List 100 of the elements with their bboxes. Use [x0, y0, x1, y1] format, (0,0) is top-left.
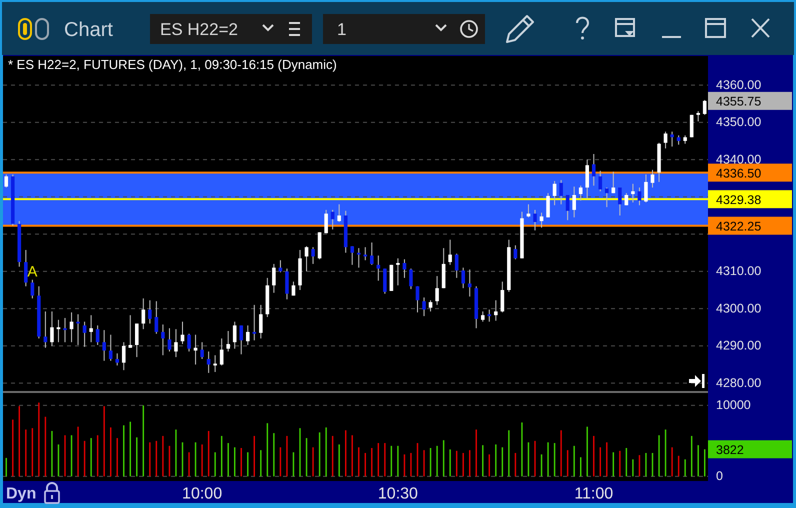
candlestick [4, 174, 8, 188]
text: Chart [64, 19, 114, 41]
y-tick-label: 4300.00 [716, 301, 762, 316]
candlestick [89, 314, 93, 343]
x-tick-label: 11:00 [574, 486, 614, 503]
candlestick [480, 310, 485, 322]
candlestick [526, 204, 530, 218]
candlestick [638, 187, 642, 206]
candlestick [187, 333, 191, 352]
candlestick [311, 246, 315, 264]
candlestick [585, 159, 590, 200]
candlestick [50, 310, 54, 346]
candlestick [552, 180, 556, 206]
candlestick [572, 186, 576, 218]
candlestick [239, 324, 244, 355]
candlestick [304, 246, 308, 272]
candlestick [435, 276, 439, 306]
candlestick [454, 253, 458, 278]
candlestick [168, 328, 172, 352]
candlestick [76, 314, 80, 346]
candlestick [612, 171, 616, 194]
candlestick [194, 334, 198, 366]
candlestick [396, 258, 400, 286]
ref-line-label: 4336.50 [716, 166, 762, 180]
candlestick [96, 324, 100, 346]
candlestick [252, 304, 256, 341]
candlestick [578, 185, 583, 202]
candlestick [174, 328, 178, 358]
x-tick-label: 10:30 [378, 486, 418, 503]
candlestick [487, 309, 492, 322]
candlestick [546, 192, 550, 218]
candlestick [200, 342, 204, 360]
candlestick [664, 131, 668, 149]
candlestick [402, 258, 406, 278]
candlestick [676, 134, 680, 146]
y-tick-label: 4340.00 [716, 152, 762, 166]
candlestick [285, 268, 289, 300]
candlestick [44, 310, 48, 348]
candlestick [272, 263, 276, 294]
candlestick [604, 187, 609, 208]
text: 4355.75 [716, 94, 762, 109]
candlestick [376, 255, 380, 282]
candlestick [337, 204, 341, 223]
candlestick [428, 300, 432, 312]
candlestick [448, 239, 452, 266]
candlestick [624, 192, 628, 206]
annotation: A [27, 264, 38, 281]
candlestick [644, 174, 648, 203]
candlestick [592, 154, 596, 186]
candlestick [461, 267, 466, 289]
candlestick [220, 338, 224, 366]
candlestick [566, 194, 570, 221]
candlestick [226, 330, 230, 352]
candlestick [102, 330, 106, 362]
y-tick-label: 4350.00 [716, 115, 762, 130]
candlestick [292, 281, 296, 296]
y-tick-label: 4290.00 [716, 338, 762, 353]
candlestick [24, 249, 28, 287]
candlestick [180, 321, 184, 345]
candlestick [70, 312, 74, 343]
candlestick [82, 321, 86, 348]
candlestick [598, 170, 602, 192]
text: Dyn [6, 486, 36, 503]
ref-line-label: 4329.38 [716, 192, 762, 207]
candlestick [206, 351, 210, 374]
candlestick [370, 242, 374, 266]
candlestick [533, 209, 537, 231]
candlestick [650, 169, 654, 188]
y-tick-label: 4310.00 [716, 264, 762, 278]
candlestick [500, 281, 504, 313]
y-tick-label: 4360.00 [716, 78, 762, 92]
candlestick [350, 246, 354, 266]
candlestick [142, 298, 146, 330]
candlestick [259, 304, 263, 339]
text: ES H22=2 [160, 20, 238, 39]
y-tick-label: 0 [716, 469, 723, 484]
candlestick [63, 317, 67, 343]
chart-title: * ES H22=2, FUTURES (DAY), 1, 09:30-16:15 (Dynamic) [8, 57, 337, 72]
candlestick [514, 244, 518, 260]
candlestick [128, 314, 132, 348]
candlestick [468, 269, 472, 298]
candlestick [324, 209, 328, 234]
ref-line-label: 4322.25 [716, 219, 762, 234]
candlestick [330, 209, 334, 230]
candlestick [422, 296, 426, 317]
candlestick [134, 323, 139, 358]
candlestick [154, 300, 158, 334]
candlestick [363, 246, 368, 261]
candlestick [115, 352, 120, 366]
candlestick [618, 187, 622, 216]
candlestick [416, 286, 420, 313]
candlestick [148, 300, 152, 324]
candlestick [278, 260, 282, 273]
candlestick [559, 180, 563, 205]
x-tick-label: 10:00 [182, 486, 222, 503]
candlestick [108, 334, 113, 362]
candlestick [30, 279, 34, 299]
candlestick [494, 300, 498, 322]
candlestick [246, 324, 250, 346]
text: 3822 [716, 443, 744, 458]
